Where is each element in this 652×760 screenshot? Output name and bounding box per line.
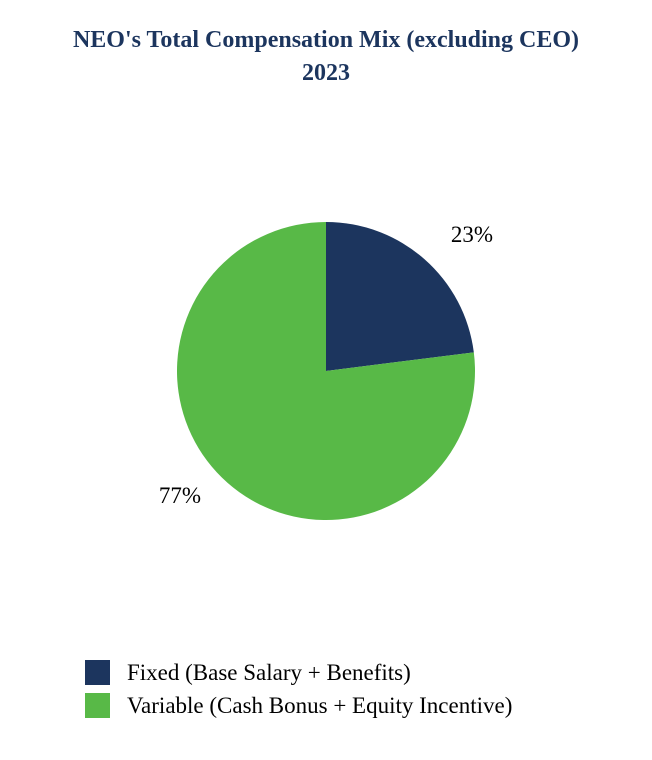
data-label-variable: 77% xyxy=(159,483,201,508)
pie-slice-variable xyxy=(176,222,475,520)
pie-slice-fixed xyxy=(326,222,474,371)
legend-label-fixed: Fixed (Base Salary + Benefits) xyxy=(127,659,411,685)
data-label-fixed: 23% xyxy=(451,222,493,247)
legend-item-fixed: Fixed (Base Salary + Benefits) xyxy=(85,656,512,689)
chart-title: NEO's Total Compensation Mix (excluding … xyxy=(72,27,580,86)
legend-swatch-variable xyxy=(85,693,110,718)
legend-swatch-fixed xyxy=(85,660,110,685)
pie-slices xyxy=(176,222,475,520)
legend: Fixed (Base Salary + Benefits) Variable … xyxy=(85,656,512,722)
legend-item-variable: Variable (Cash Bonus + Equity Incentive) xyxy=(85,689,512,722)
pie-data-labels: 23% 77% xyxy=(159,222,493,508)
legend-label-variable: Variable (Cash Bonus + Equity Incentive) xyxy=(127,692,513,718)
